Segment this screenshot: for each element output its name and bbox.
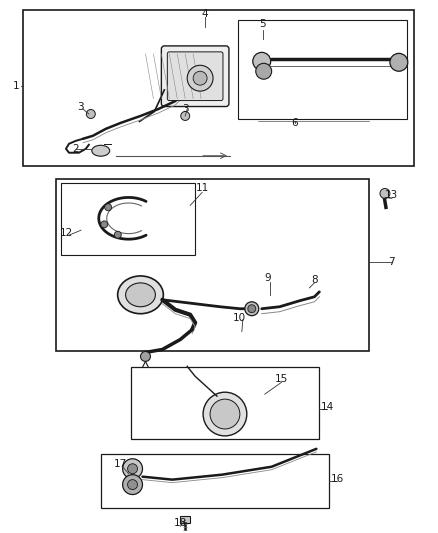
Text: 8: 8 bbox=[311, 275, 318, 285]
Circle shape bbox=[203, 392, 247, 436]
Text: 11: 11 bbox=[195, 183, 209, 193]
Text: 2: 2 bbox=[73, 144, 79, 154]
Text: 4: 4 bbox=[202, 9, 208, 19]
Text: 1: 1 bbox=[13, 81, 20, 91]
Text: 6: 6 bbox=[291, 118, 298, 128]
Text: 10: 10 bbox=[233, 313, 247, 322]
Text: 15: 15 bbox=[275, 374, 288, 384]
Bar bbox=[180, 516, 190, 523]
FancyBboxPatch shape bbox=[161, 46, 229, 107]
Circle shape bbox=[101, 221, 108, 228]
Bar bbox=[101, 454, 329, 508]
Circle shape bbox=[181, 111, 190, 120]
Circle shape bbox=[187, 65, 213, 91]
Circle shape bbox=[127, 464, 138, 474]
Circle shape bbox=[253, 52, 271, 70]
Circle shape bbox=[248, 305, 256, 313]
Circle shape bbox=[141, 351, 150, 361]
Circle shape bbox=[123, 475, 142, 495]
Text: 7: 7 bbox=[389, 257, 395, 267]
Bar bbox=[56, 179, 369, 351]
Bar bbox=[23, 10, 414, 166]
Circle shape bbox=[123, 459, 142, 479]
Text: 18: 18 bbox=[173, 519, 187, 528]
Circle shape bbox=[256, 63, 272, 79]
Circle shape bbox=[114, 231, 121, 238]
Bar bbox=[61, 182, 195, 255]
Text: 17: 17 bbox=[114, 459, 127, 469]
Text: 3: 3 bbox=[182, 104, 188, 114]
Circle shape bbox=[105, 204, 112, 211]
Bar bbox=[238, 20, 407, 119]
Bar bbox=[131, 367, 319, 439]
Circle shape bbox=[245, 302, 259, 316]
Text: 12: 12 bbox=[60, 228, 73, 238]
Circle shape bbox=[193, 71, 207, 85]
Circle shape bbox=[380, 189, 390, 198]
Circle shape bbox=[210, 399, 240, 429]
Ellipse shape bbox=[126, 283, 155, 307]
Text: 3: 3 bbox=[78, 102, 84, 112]
Text: 14: 14 bbox=[321, 402, 334, 412]
Circle shape bbox=[390, 53, 408, 71]
Text: 16: 16 bbox=[331, 474, 344, 483]
Ellipse shape bbox=[118, 276, 163, 314]
Text: 9: 9 bbox=[265, 273, 271, 283]
Circle shape bbox=[127, 480, 138, 490]
Text: 5: 5 bbox=[259, 19, 266, 29]
FancyBboxPatch shape bbox=[167, 52, 223, 101]
Circle shape bbox=[86, 109, 95, 118]
Text: 13: 13 bbox=[385, 190, 399, 200]
Ellipse shape bbox=[92, 146, 110, 156]
